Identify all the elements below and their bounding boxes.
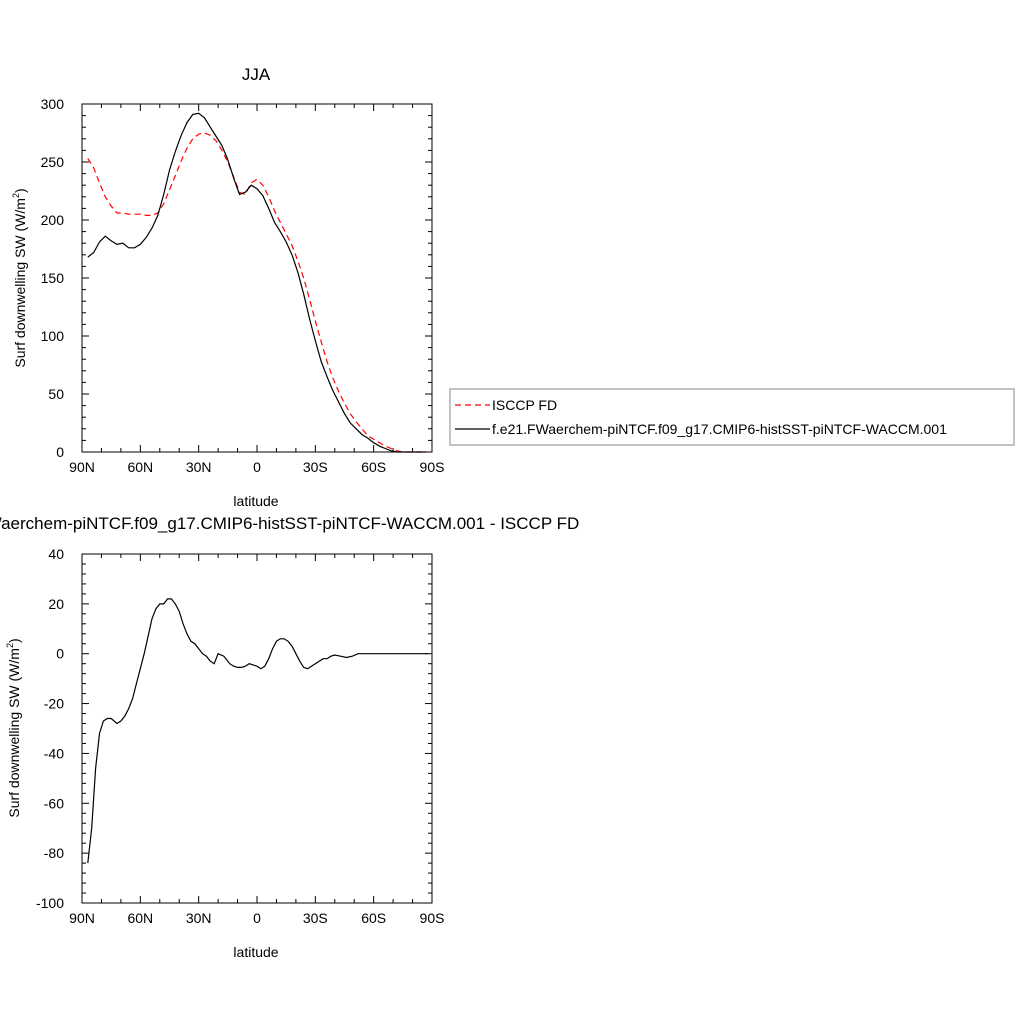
bottom-y-axis-label-sup: 2 (5, 643, 15, 648)
bottom-x-tick-label: 60S (361, 910, 386, 926)
bottom-y-tick-label: -100 (36, 895, 64, 911)
top-series-line-1 (87, 112, 427, 453)
top-y-tick-label: 100 (41, 328, 65, 344)
bottom-series-line-0 (87, 598, 429, 864)
bottom-y-tick-label: -60 (44, 795, 64, 811)
bottom-x-axis-label: latitude (233, 944, 278, 960)
top-series-line-0 (87, 132, 427, 453)
bottom-y-tick-label: -80 (44, 845, 64, 861)
top-y-tick-label: 150 (41, 270, 65, 286)
bottom-panel: f.e21.FWaerchem-piNTCF.f09_g17.CMIP6-his… (0, 514, 579, 960)
bottom-series (87, 598, 429, 864)
bottom-y-axis-label: Surf downwelling SW (W/m2) (5, 638, 22, 817)
bottom-y-tick-label: -40 (44, 745, 64, 761)
top-x-tick-label: 90S (420, 459, 445, 475)
bottom-ticks: 90N 60N 30N 0 30S 60S 90S -100 -80 -60 -40 -20 0 20 40 (36, 546, 444, 926)
bottom-y-tick-label: 20 (48, 596, 64, 612)
legend-label-model: f.e21.FWaerchem-piNTCF.f09_g17.CMIP6-his… (492, 421, 947, 437)
legend-box (449, 388, 1015, 446)
bottom-y-tick-label: 0 (56, 646, 64, 662)
bottom-y-tick-label: -20 (44, 696, 64, 712)
top-x-tick-label: 60S (361, 459, 386, 475)
top-y-tick-label: 0 (56, 444, 64, 460)
top-y-tick-label: 250 (41, 154, 65, 170)
top-y-axis-label-close: ) (12, 188, 28, 193)
bottom-y-axis-label-close: ) (6, 638, 22, 643)
bottom-x-tick-label: 90S (420, 910, 445, 926)
top-x-tick-label: 30S (303, 459, 328, 475)
top-x-tick-label: 90N (69, 459, 95, 475)
top-y-tick-label: 200 (41, 212, 65, 228)
top-ticks: 90N 60N 30N 0 30S 60S 90S 0 50 100 150 200 250 300 (41, 96, 445, 475)
top-y-axis-label-main: Surf downwelling SW (W/m (12, 198, 28, 368)
top-x-tick-label: 60N (127, 459, 153, 475)
top-panel: JJA 90N 60N 30N 0 30S 60S 90S 0 50 100 150 200 250 30… (11, 65, 444, 509)
top-x-axis-label: latitude (233, 493, 278, 509)
bottom-x-tick-label: 0 (253, 910, 261, 926)
top-y-axis-label-sup: 2 (11, 193, 21, 198)
top-chart-title: JJA (242, 65, 271, 84)
bottom-x-tick-label: 60N (127, 910, 153, 926)
bottom-y-axis-label-main: Surf downwelling SW (W/m (6, 648, 22, 818)
top-y-tick-label: 50 (48, 386, 64, 402)
top-x-tick-label: 0 (253, 459, 261, 475)
bottom-x-tick-label: 30N (186, 910, 212, 926)
bottom-chart-title: f.e21.FWaerchem-piNTCF.f09_g17.CMIP6-his… (0, 514, 579, 533)
bottom-x-tick-label: 90N (69, 910, 95, 926)
legend-label-isccp: ISCCP FD (492, 397, 557, 413)
bottom-x-tick-label: 30S (303, 910, 328, 926)
top-y-axis-label: Surf downwelling SW (W/m2) (11, 188, 28, 367)
top-y-tick-label: 300 (41, 96, 65, 112)
top-x-tick-label: 30N (186, 459, 212, 475)
bottom-y-tick-label: 40 (48, 546, 64, 562)
top-series (87, 112, 427, 453)
top-plot-frame (81, 103, 433, 453)
bottom-plot-frame (81, 553, 433, 904)
legend: ISCCP FD f.e21.FWaerchem-piNTCF.f09_g17.… (449, 388, 1015, 446)
